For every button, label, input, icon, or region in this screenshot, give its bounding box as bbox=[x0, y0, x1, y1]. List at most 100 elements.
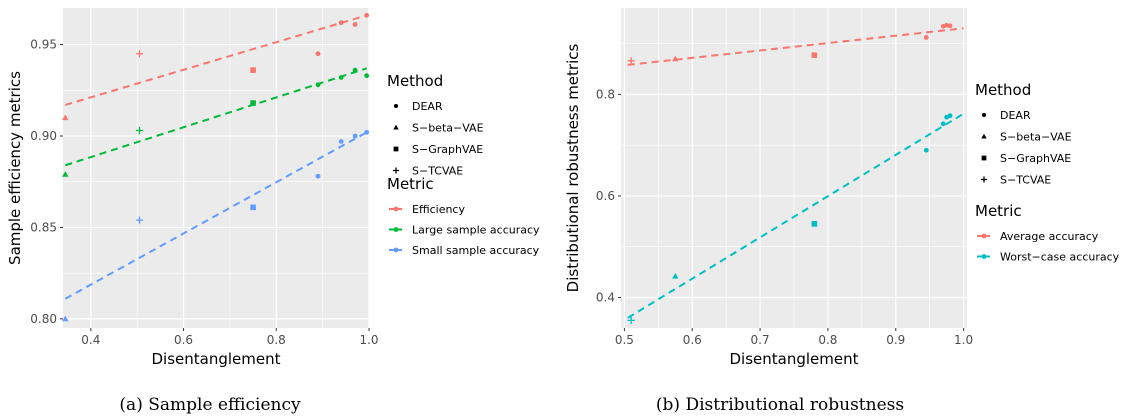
legend-key-dot bbox=[981, 254, 987, 259]
data-point bbox=[947, 113, 953, 119]
data-point bbox=[250, 67, 256, 73]
data-point bbox=[627, 316, 635, 324]
data-point bbox=[250, 100, 256, 106]
legend-method-label: S−GraphVAE bbox=[1000, 152, 1071, 165]
data-point bbox=[672, 272, 679, 279]
fit-line-0 bbox=[627, 27, 964, 66]
data-point bbox=[62, 315, 69, 322]
data-point bbox=[135, 216, 144, 224]
series-1 bbox=[62, 67, 370, 177]
legend-method-label: S−beta−VAE bbox=[412, 122, 484, 135]
legend-key-dot bbox=[981, 233, 987, 239]
legend-metric-label: Large sample accuracy bbox=[412, 224, 540, 237]
data-point bbox=[352, 133, 358, 139]
legend-key-dot bbox=[393, 247, 399, 253]
data-point bbox=[672, 55, 679, 62]
data-point bbox=[315, 82, 321, 88]
x-tick-label: 1.0 bbox=[359, 333, 378, 347]
legend-metric-label: Small sample accuracy bbox=[412, 244, 540, 257]
data-point bbox=[627, 57, 635, 65]
chart-1: 0.4 0.6 0.8 1.0 0.80 0.85 0.90 0.95 Disentanglem… bbox=[6, 8, 540, 415]
x-tick-label: 0.5 bbox=[615, 333, 634, 347]
legend-key-circle bbox=[981, 112, 987, 118]
data-point bbox=[364, 12, 370, 18]
legend-key-plus bbox=[392, 167, 400, 174]
x-tick-label: 0.6 bbox=[683, 333, 702, 347]
y-tick-label: 0.85 bbox=[30, 220, 57, 234]
x-tick-label: 0.7 bbox=[751, 333, 770, 347]
legend-method-label: S−TCVAE bbox=[412, 165, 463, 178]
figure-caption: (b) Distributional robustness bbox=[656, 395, 904, 415]
data-point bbox=[811, 52, 818, 59]
legend-method-label: DEAR bbox=[412, 100, 443, 113]
fit-line-1 bbox=[65, 67, 367, 167]
data-point bbox=[62, 114, 69, 121]
legend-metric-label: Average accuracy bbox=[1000, 230, 1099, 243]
series-1 bbox=[627, 113, 953, 324]
data-point bbox=[135, 126, 144, 135]
chart-2: 0.5 0.6 0.7 0.8 0.9 1.0 0.4 0.6 0.8 Disentangleme… bbox=[564, 8, 1120, 415]
y-tick-label: 0.8 bbox=[596, 87, 615, 101]
data-point bbox=[352, 67, 358, 73]
y-tick-label: 0.90 bbox=[30, 129, 57, 143]
plot-background bbox=[63, 8, 369, 328]
y-axis-title: Distributional robustness metrics bbox=[564, 44, 582, 293]
data-point bbox=[62, 171, 69, 177]
legend-method-label: S−GraphVAE bbox=[412, 143, 483, 156]
data-point bbox=[947, 23, 953, 29]
legend-metric-label: Efficiency bbox=[412, 203, 465, 216]
fit-line-2 bbox=[64, 131, 368, 300]
x-axis-title: Disentanglement bbox=[152, 350, 281, 368]
data-point bbox=[338, 20, 344, 26]
data-point bbox=[338, 139, 344, 144]
legend-metric-title: Metric bbox=[387, 175, 434, 193]
y-tick-label: 0.6 bbox=[596, 189, 615, 203]
legend-method-title: Method bbox=[975, 81, 1031, 99]
legend-key-dot bbox=[393, 227, 399, 232]
x-tick-label: 0.8 bbox=[818, 333, 837, 347]
data-point bbox=[923, 35, 929, 40]
series-2 bbox=[62, 129, 370, 322]
x-tick-label: 0.9 bbox=[886, 333, 905, 347]
legend-key-plus bbox=[980, 176, 988, 183]
data-point bbox=[315, 51, 321, 57]
legend-method-label: S−beta−VAE bbox=[1000, 131, 1072, 144]
series-0 bbox=[627, 22, 953, 65]
y-tick-label: 0.95 bbox=[30, 38, 57, 52]
legend-key-dot bbox=[393, 206, 399, 212]
fit-line-0 bbox=[65, 14, 367, 106]
legend-key-square bbox=[393, 146, 399, 152]
data-point bbox=[364, 73, 370, 79]
data-point bbox=[364, 129, 370, 135]
legend: Method DEAR S−beta−VAE S−GraphVAE S−TCVAEMet… bbox=[387, 72, 540, 257]
fit-line-1 bbox=[627, 112, 965, 319]
y-tick-label: 0.80 bbox=[30, 312, 57, 326]
x-tick-label: 1.0 bbox=[954, 333, 973, 347]
data-point bbox=[923, 147, 929, 153]
data-point bbox=[352, 22, 358, 27]
x-tick-label: 0.6 bbox=[174, 333, 193, 347]
legend-key-triangle bbox=[981, 133, 987, 139]
legend-method-label: S−TCVAE bbox=[1000, 174, 1051, 187]
legend-metric-label: Worst−case accuracy bbox=[1000, 251, 1120, 264]
x-tick-label: 0.8 bbox=[267, 333, 286, 347]
legend-method-label: DEAR bbox=[1000, 109, 1031, 122]
y-axis-title: Sample efficiency metrics bbox=[6, 71, 24, 265]
data-point bbox=[250, 204, 256, 211]
legend: Method DEAR S−beta−VAE S−GraphVAE S−TCVAE Met… bbox=[975, 81, 1120, 264]
data-point bbox=[940, 121, 946, 127]
data-point bbox=[315, 173, 321, 179]
series-0 bbox=[62, 12, 370, 121]
data-point bbox=[338, 75, 344, 80]
x-tick-label: 0.4 bbox=[81, 333, 100, 347]
x-axis-title: Disentanglement bbox=[730, 350, 859, 368]
data-point bbox=[135, 50, 144, 58]
data-point bbox=[811, 221, 818, 227]
legend-key-triangle bbox=[393, 124, 399, 130]
legend-key-square bbox=[981, 155, 987, 161]
legend-metric-title: Metric bbox=[975, 202, 1022, 220]
figure-caption: (a) Sample efficiency bbox=[119, 395, 301, 415]
y-tick-label: 0.4 bbox=[596, 291, 615, 305]
legend-method-title: Method bbox=[387, 72, 443, 90]
